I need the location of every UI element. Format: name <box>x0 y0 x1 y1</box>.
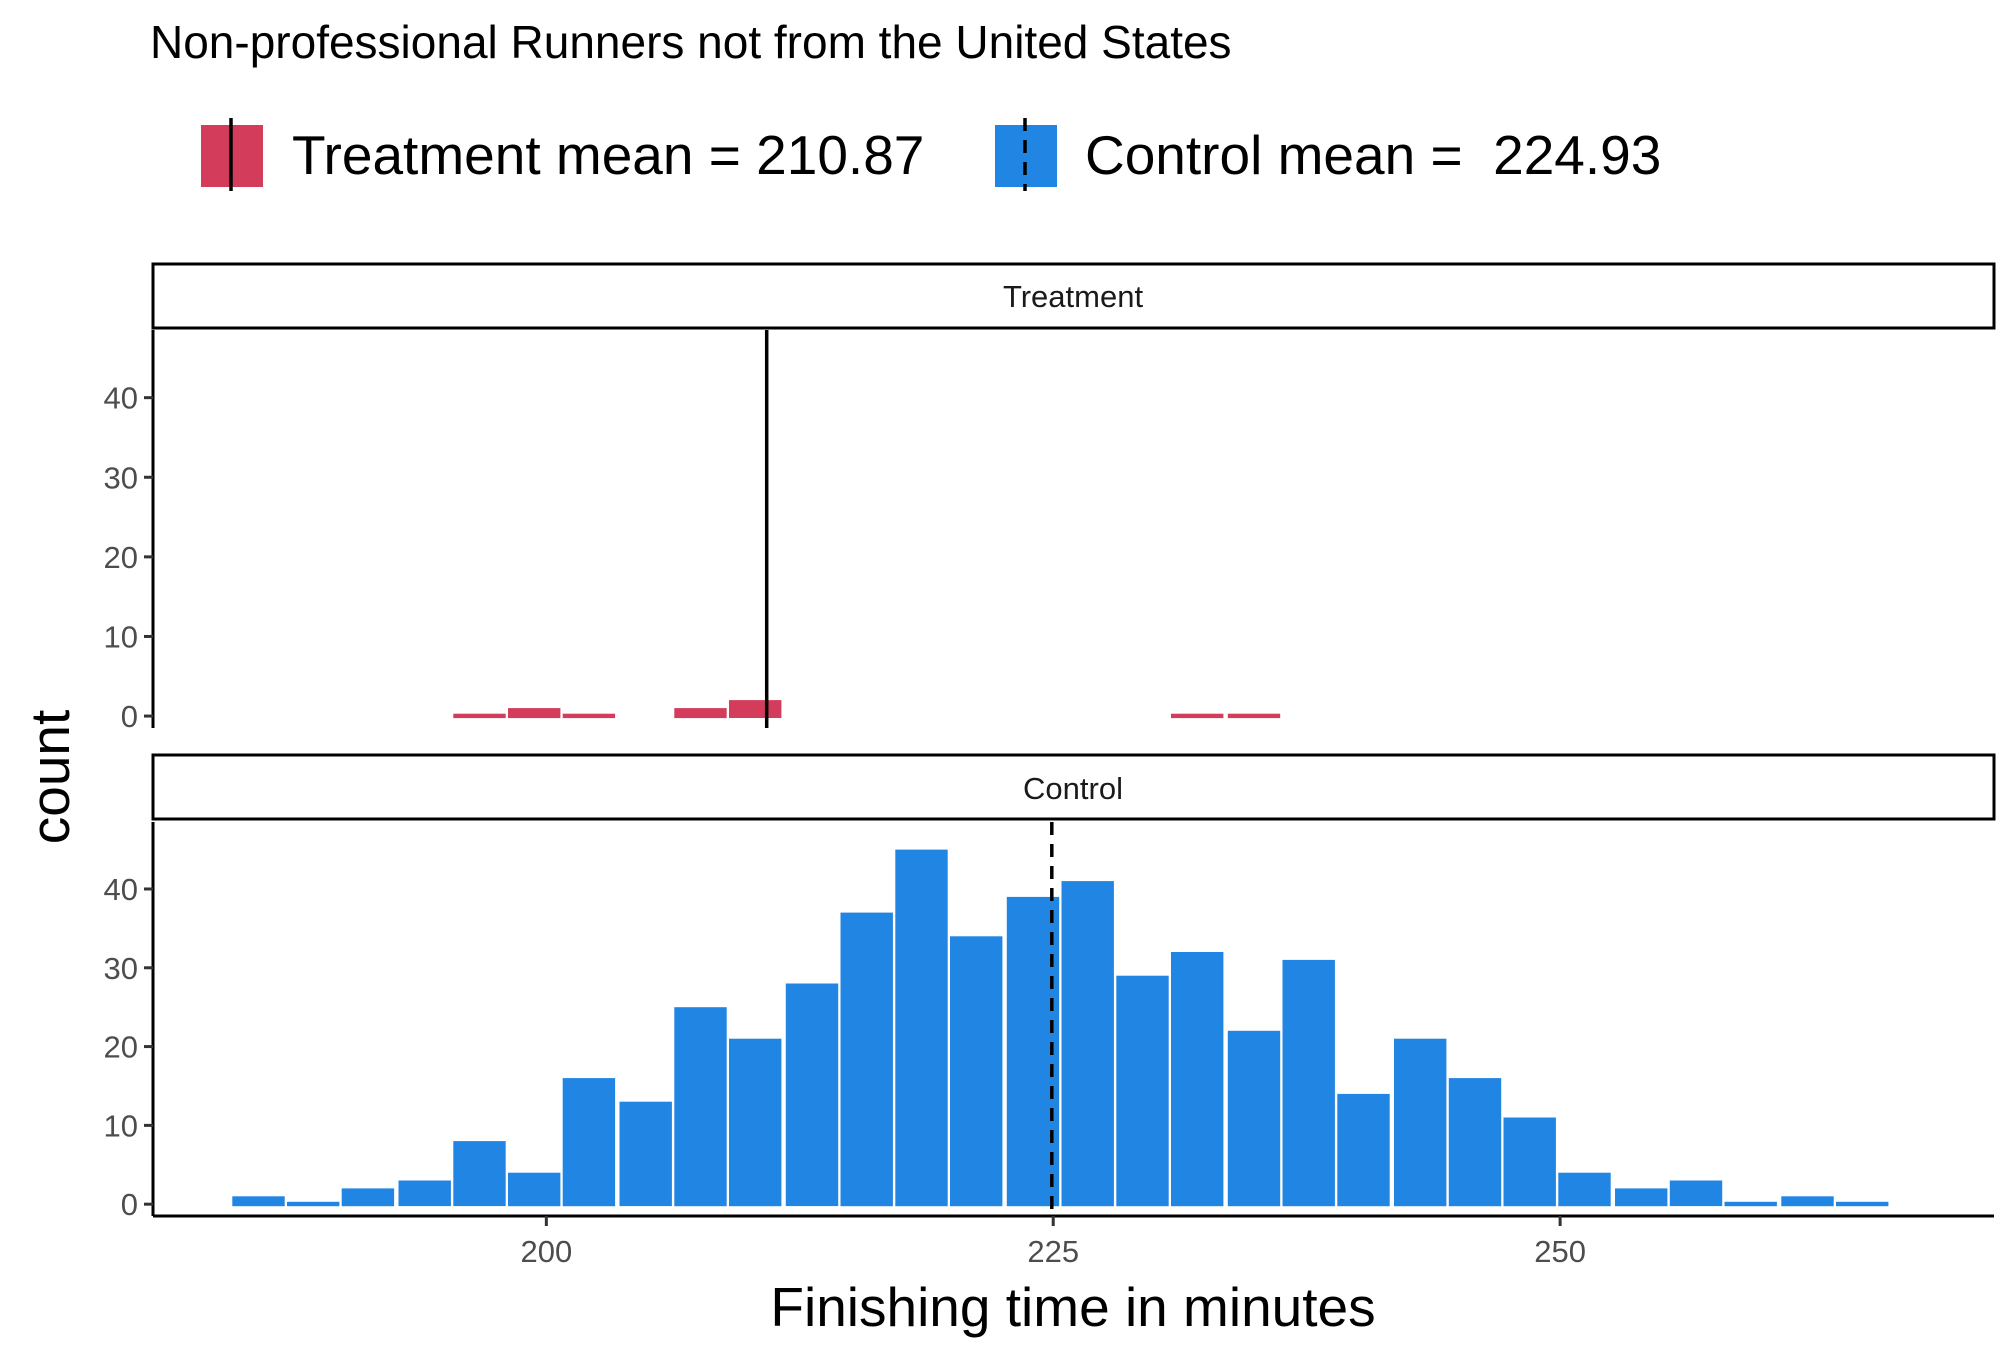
control-histogram-bar <box>729 1038 782 1207</box>
treatment-histogram-bar <box>1171 713 1224 719</box>
control-histogram-bar <box>1558 1172 1611 1207</box>
control-histogram-bar <box>1669 1180 1723 1207</box>
control-facet-label: Control <box>1023 771 1123 806</box>
control-histogram-bar <box>1836 1201 1889 1207</box>
control-panel: 0 10 20 30 40 <box>104 822 1889 1222</box>
control-histogram-bar <box>1724 1201 1777 1207</box>
control-histogram-bar <box>1781 1196 1834 1207</box>
treatment-histogram-bar <box>453 713 506 719</box>
control-histogram-bar <box>840 912 893 1207</box>
control-histogram-bar <box>1615 1188 1668 1207</box>
control-histogram-bar <box>1394 1038 1447 1207</box>
control-histogram-bar <box>1061 881 1114 1207</box>
y-tick-label: 0 <box>121 699 138 734</box>
control-histogram-bar <box>453 1141 506 1207</box>
treatment-histogram-bar <box>508 708 561 719</box>
treatment-histogram-bar <box>562 713 616 719</box>
control-histogram-bar <box>1448 1078 1502 1207</box>
control-legend-swatch <box>995 125 1057 187</box>
legend-item-control: Control mean = 224.93 <box>995 118 1661 191</box>
control-histogram-bar <box>1282 959 1335 1207</box>
y-tick-label: 40 <box>104 872 138 907</box>
control-histogram-bar <box>619 1101 672 1207</box>
treatment-panel: 0 10 20 30 40 <box>104 330 1281 734</box>
control-histogram-bar <box>1337 1093 1390 1207</box>
x-tick-label: 200 <box>520 1234 572 1269</box>
y-tick-label: 40 <box>104 381 138 416</box>
control-histogram-bar <box>785 983 839 1207</box>
control-histogram-bar <box>398 1180 451 1207</box>
control-histogram-bar <box>562 1078 616 1207</box>
control-histogram-bar <box>341 1188 395 1207</box>
treatment-facet-label: Treatment <box>1003 279 1144 314</box>
y-tick-label: 20 <box>104 540 138 575</box>
control-histogram-bar <box>1116 975 1169 1207</box>
control-histogram-bar <box>232 1196 285 1207</box>
treatment-histogram-bar <box>729 700 782 718</box>
legend: Treatment mean = 210.87 Control mean = 2… <box>201 118 1661 191</box>
control-histogram-bar <box>1227 1030 1281 1207</box>
y-tick-label: 30 <box>104 460 138 495</box>
y-axis-title: count <box>19 710 81 845</box>
treatment-histogram-bar <box>674 708 727 719</box>
control-legend-label: Control mean = 224.93 <box>1085 124 1661 186</box>
y-tick-label: 30 <box>104 951 138 986</box>
control-histogram-bar <box>1503 1117 1556 1207</box>
x-axis: 200 225 250 <box>153 1214 1994 1269</box>
x-tick-label: 225 <box>1027 1234 1079 1269</box>
y-tick-label: 10 <box>104 1108 138 1143</box>
control-histogram-bar <box>1171 952 1224 1207</box>
y-tick-label: 20 <box>104 1030 138 1065</box>
control-histogram-bar <box>950 936 1003 1207</box>
control-histogram-bar <box>895 849 948 1207</box>
y-tick-label: 0 <box>121 1187 138 1222</box>
y-tick-label: 10 <box>104 619 138 654</box>
legend-item-treatment: Treatment mean = 210.87 <box>201 118 924 191</box>
control-histogram-bar <box>287 1201 340 1207</box>
control-histogram-bar <box>508 1172 561 1207</box>
treatment-facet-strip <box>151 262 1996 330</box>
control-facet-strip <box>151 753 1996 821</box>
treatment-histogram-bar <box>1227 713 1281 719</box>
treatment-legend-label: Treatment mean = 210.87 <box>292 124 924 186</box>
x-tick-label: 250 <box>1534 1234 1586 1269</box>
control-histogram-bar <box>674 1007 727 1207</box>
x-axis-title: Finishing time in minutes <box>770 1276 1375 1338</box>
chart-title: Non-professional Runners not from the Un… <box>150 16 1232 68</box>
